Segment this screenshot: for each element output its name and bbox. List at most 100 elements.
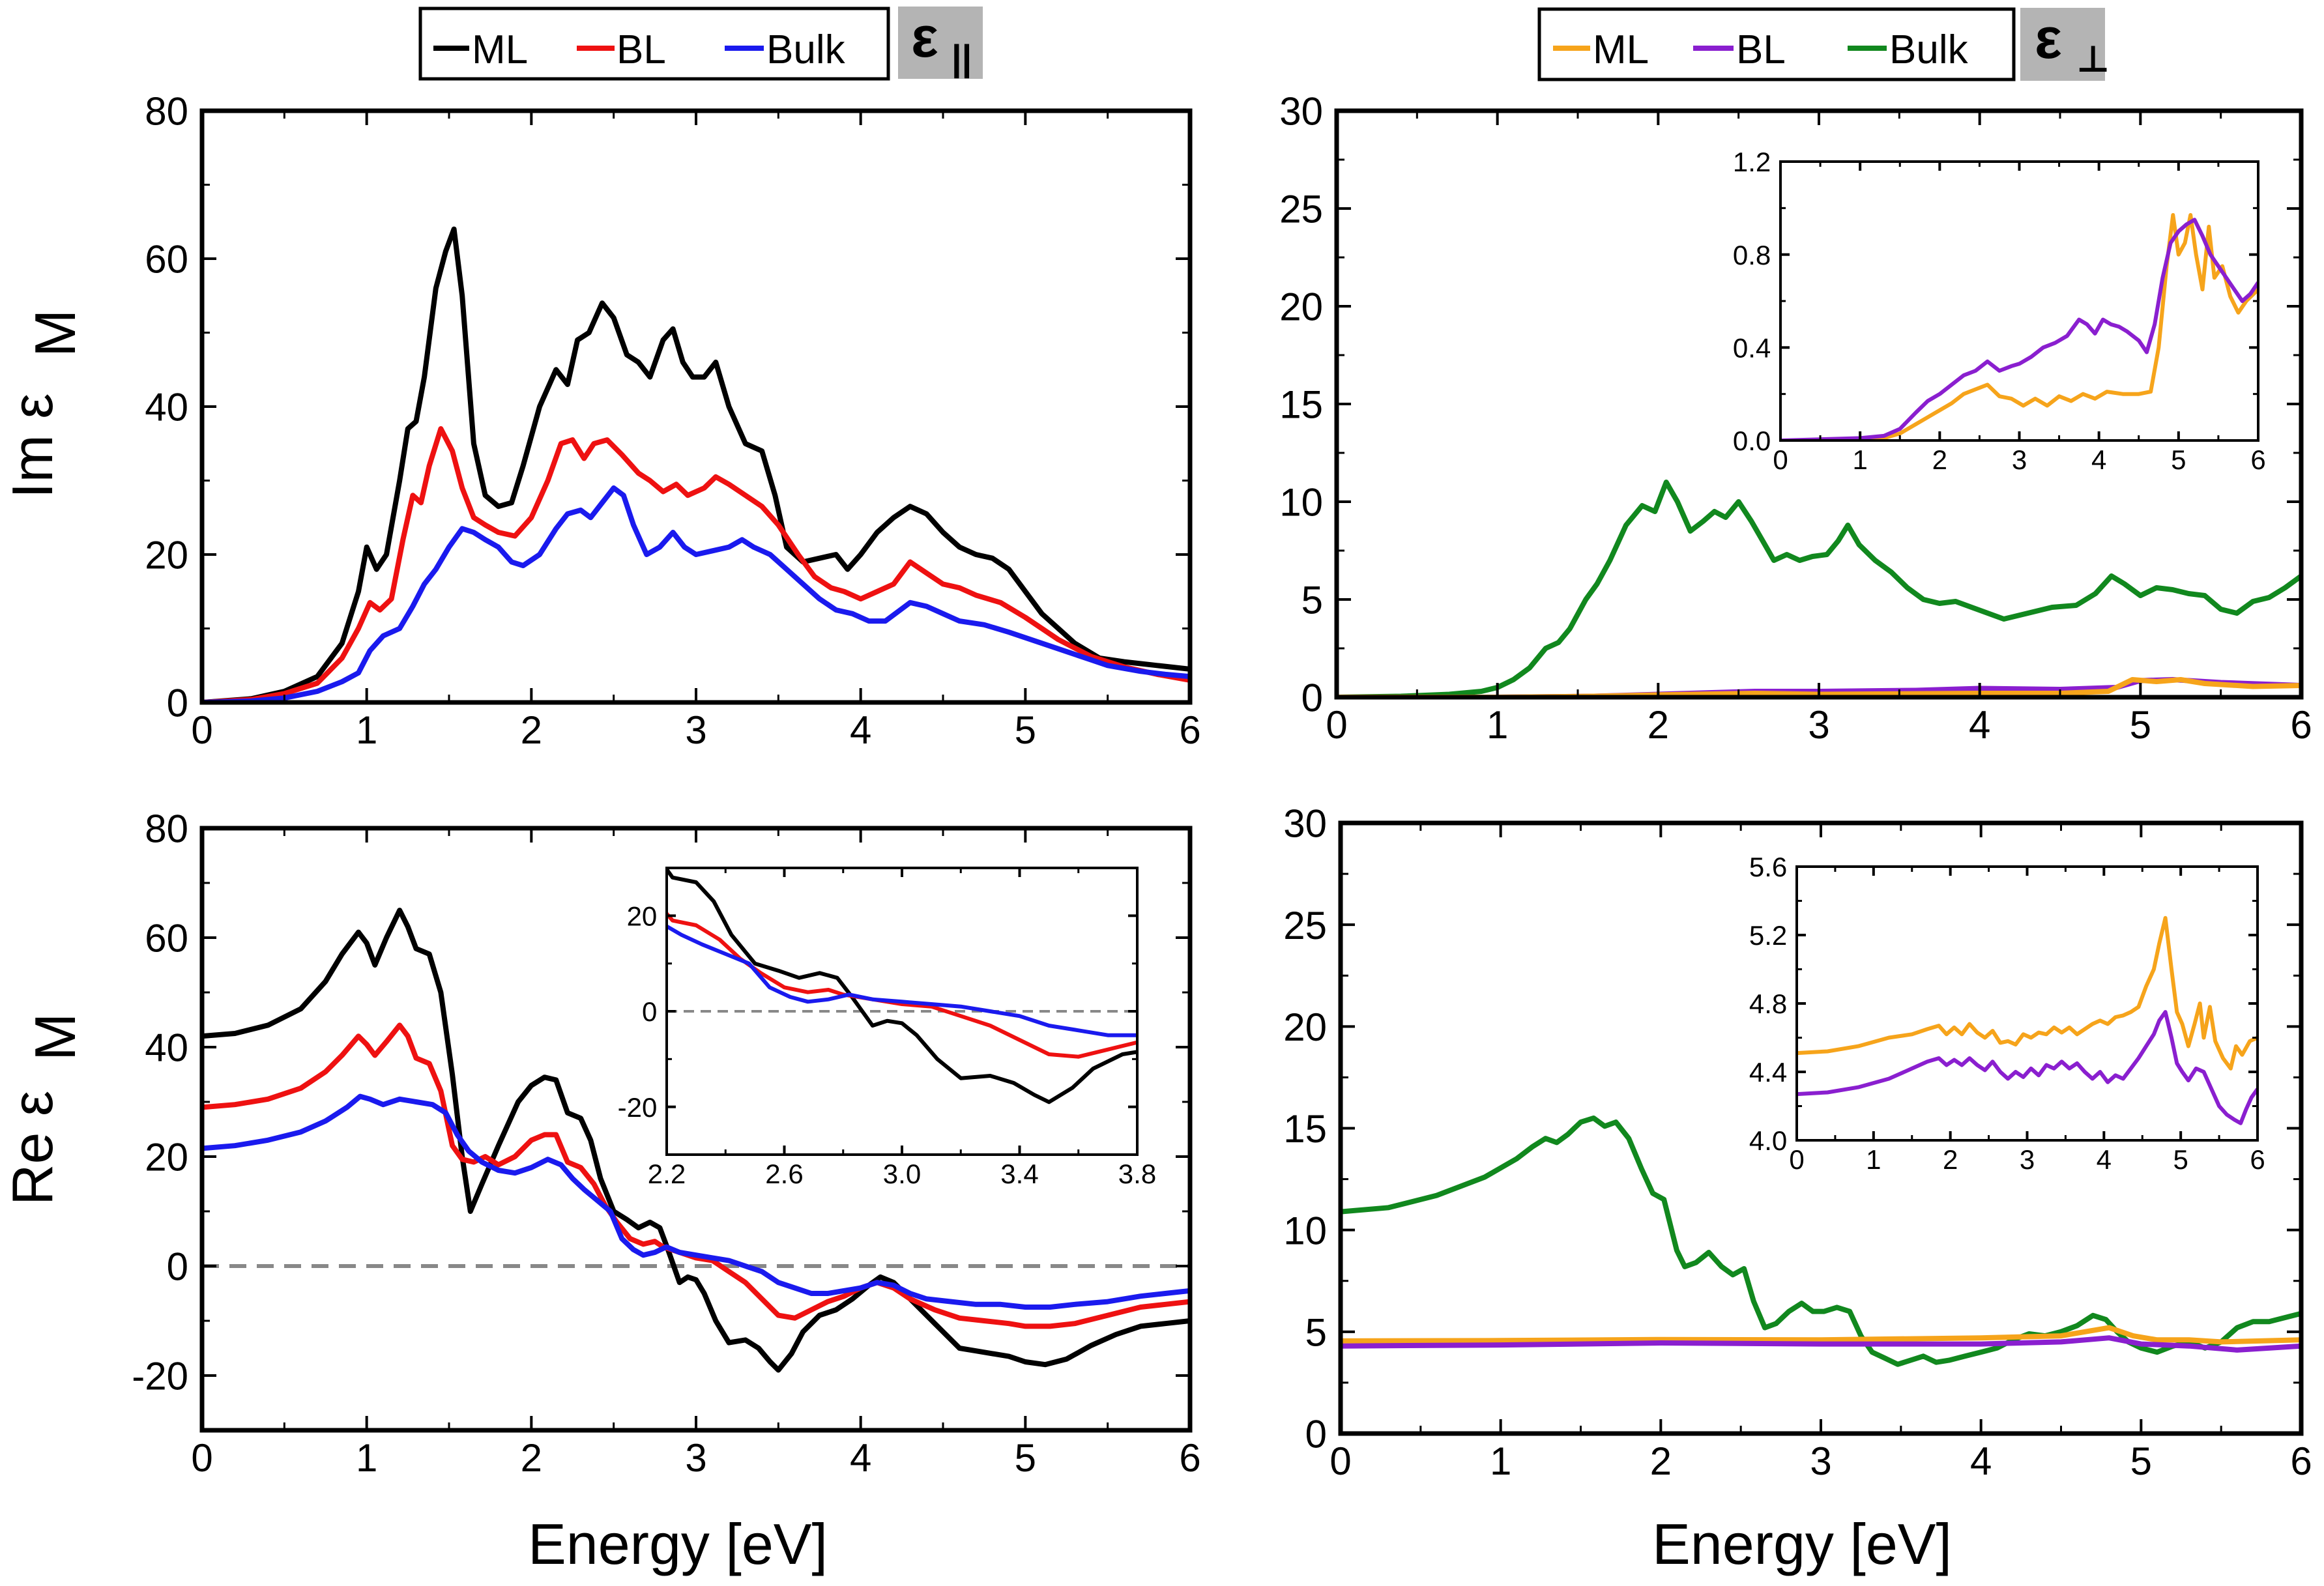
re-perp-ytick-label: 10 xyxy=(1283,1209,1327,1252)
im-perp-ytick-label: 5 xyxy=(1301,579,1323,622)
legend-parallel: ML BL Bulk ε || xyxy=(418,5,983,81)
re-perp-inset-series-ml xyxy=(1797,916,2258,1071)
im-par-series-bulk xyxy=(202,485,1190,702)
im-par-xtick-label: 2 xyxy=(521,708,542,752)
inset-re-perp: 0 1 2 3 4 5 6 4.0 4.4 4.8 5.2 5.6 xyxy=(1749,852,2265,1175)
re-perp-inset-xtick-label: 1 xyxy=(1866,1144,1881,1175)
im-par-xtick-label: 4 xyxy=(850,708,871,752)
im-par-xtick-label: 6 xyxy=(1179,708,1200,752)
im-perp-xtick-label: 4 xyxy=(1969,703,1990,747)
ylabel-im-par-main: Im ε xyxy=(0,394,65,498)
re-perp-ytick-label: 20 xyxy=(1283,1005,1327,1049)
im-par-series-ml xyxy=(202,226,1190,702)
legend-perpendicular-box xyxy=(1537,7,2016,81)
im-perp-inset-ytick-label: 0.0 xyxy=(1733,425,1771,456)
re-perp-inset-ytick-label: 5.2 xyxy=(1749,920,1787,951)
im-par-ytick-label: 80 xyxy=(145,90,188,134)
re-perp-series-bulk xyxy=(1341,1115,2301,1367)
re-par-ytick-label: 20 xyxy=(145,1136,188,1179)
re-perp-xtick-label: 3 xyxy=(1810,1439,1831,1483)
im-perp-xtick-label: 2 xyxy=(1648,703,1669,747)
inset-re-perp-background xyxy=(1797,867,2258,1140)
re-perp-inset-xtick-label: 6 xyxy=(2250,1144,2265,1175)
re-perp-inset-xtick-label: 5 xyxy=(2173,1144,2188,1175)
re-par-ytick-label: 40 xyxy=(145,1026,188,1070)
im-perp-inset-ytick-label: 0.8 xyxy=(1733,240,1771,270)
re-par-xtick-label: 5 xyxy=(1015,1436,1036,1480)
legend-perpendicular-component-subscript: ⊥ xyxy=(2076,38,2110,79)
inset-im-perp-frame xyxy=(1779,160,2259,442)
re-perp-inset-ytick-label: 4.4 xyxy=(1749,1057,1787,1088)
re-perp-xtick-label: 6 xyxy=(2290,1439,2312,1483)
legend-parallel-label-2: Bulk xyxy=(766,27,846,72)
im-perp-inset-xtick-label: 3 xyxy=(2012,444,2027,475)
panel-re-par-frame xyxy=(199,826,1193,1433)
im-perp-xtick-label: 0 xyxy=(1326,703,1347,747)
panel-im-perp-frame xyxy=(1334,108,2304,700)
re-par-inset-ytick-label: 20 xyxy=(627,901,658,931)
re-par-ytick-label: 0 xyxy=(167,1245,188,1289)
im-perp-inset-xtick-label: 6 xyxy=(2250,444,2265,475)
legend-parallel-box xyxy=(418,7,890,81)
re-par-inset-xtick-label: 3.4 xyxy=(1000,1159,1038,1189)
legend-perpendicular-label-2: Bulk xyxy=(1889,27,1969,72)
im-par-ytick-label: 60 xyxy=(145,238,188,281)
re-perp-ytick-label: 15 xyxy=(1283,1107,1327,1151)
re-par-xtick-label: 3 xyxy=(685,1436,706,1480)
im-par-xtick-label: 0 xyxy=(191,708,212,752)
legend-perpendicular: ML BL Bulk ε ⊥ xyxy=(1537,6,2110,81)
im-perp-inset-xtick-label: 4 xyxy=(2091,444,2106,475)
im-perp-xtick-label: 1 xyxy=(1487,703,1508,747)
ylabel-re-par-main: Re ε xyxy=(0,1091,65,1205)
im-par-xtick-label: 1 xyxy=(356,708,377,752)
re-par-xtick-label: 1 xyxy=(356,1436,377,1480)
re-perp-ytick-label: 25 xyxy=(1283,904,1327,947)
re-perp-ytick-label: 30 xyxy=(1283,802,1327,846)
re-par-inset-ytick-label: 0 xyxy=(642,996,657,1027)
xlabel-right: Energy [eV] xyxy=(1652,1512,1952,1576)
legend-parallel-component-badge xyxy=(898,7,983,79)
inset-re-par: 2.2 2.6 3.0 3.4 3.8 -20 0 20 xyxy=(618,867,1156,1189)
im-par-xtick-label: 3 xyxy=(685,708,706,752)
panel-re-perp: 0 1 2 3 4 5 6 0 5 10 15 20 25 30 0 1 2 3 4 5 6 4.0 4.4 4.8 5.2 5… xyxy=(1283,802,2312,1483)
re-perp-xtick-label: 2 xyxy=(1650,1439,1672,1483)
re-par-inset-xtick-label: 3.0 xyxy=(883,1159,921,1189)
inset-re-par-frame xyxy=(665,867,1139,1156)
re-par-inset-series-bl xyxy=(667,910,1137,1059)
re-perp-inset-xtick-label: 0 xyxy=(1789,1144,1804,1175)
re-perp-inset-ytick-label: 5.6 xyxy=(1749,852,1787,882)
im-par-ytick-label: 40 xyxy=(145,386,188,429)
re-par-xtick-label: 4 xyxy=(850,1436,871,1480)
im-perp-ytick-label: 25 xyxy=(1279,188,1323,231)
re-par-inset-ytick-label: -20 xyxy=(618,1092,658,1123)
panel-re-perp-frame xyxy=(1338,820,2304,1436)
im-perp-xtick-label: 6 xyxy=(2290,703,2312,747)
re-perp-xtick-label: 5 xyxy=(2130,1439,2152,1483)
im-perp-ytick-label: 10 xyxy=(1279,481,1323,525)
re-par-inset-xtick-label: 2.6 xyxy=(765,1159,803,1189)
im-perp-inset-ytick-label: 0.4 xyxy=(1733,332,1771,363)
re-perp-inset-xtick-label: 4 xyxy=(2097,1144,2112,1175)
re-perp-ytick-label: 5 xyxy=(1305,1310,1327,1354)
legend-parallel-component-symbol: ε xyxy=(911,5,938,69)
im-par-ytick-label: 0 xyxy=(167,682,188,725)
im-perp-inset-xtick-label: 2 xyxy=(1932,444,1947,475)
im-par-ytick-label: 20 xyxy=(145,534,188,577)
ylabel-re-par: Re ε M xyxy=(0,1013,87,1205)
legend-perpendicular-label-0: ML xyxy=(1593,27,1649,72)
legend-perpendicular-label-1: BL xyxy=(1736,27,1786,72)
re-perp-series-bl xyxy=(1341,1335,2301,1353)
im-perp-xtick-label: 5 xyxy=(2130,703,2151,747)
inset-re-perp-frame xyxy=(1795,865,2259,1142)
re-perp-inset-ytick-label: 4.0 xyxy=(1749,1125,1787,1156)
im-perp-ytick-label: 20 xyxy=(1279,285,1323,329)
im-perp-inset-xtick-label: 5 xyxy=(2171,444,2186,475)
im-par-xtick-label: 5 xyxy=(1015,708,1036,752)
legend-perpendicular-component-symbol: ε xyxy=(2035,6,2062,70)
im-par-series-bl xyxy=(202,426,1190,702)
im-perp-inset-ytick-label: 1.2 xyxy=(1733,147,1771,177)
re-par-ytick-label: 60 xyxy=(145,917,188,960)
re-perp-ytick-label: 0 xyxy=(1305,1413,1327,1456)
inset-im-perp-background xyxy=(1780,162,2258,440)
